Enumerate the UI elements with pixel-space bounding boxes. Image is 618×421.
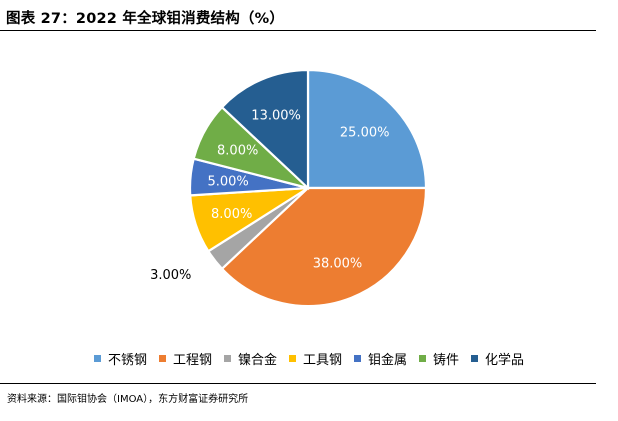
legend-item-1: 工程钢 <box>158 349 212 368</box>
source-note: 资料来源：国际钼协会（IMOA），东方财富证券研究所 <box>7 394 249 405</box>
pie-labels: 25.00% 38.00% 3.00% 8.00% 5.00% 8.00% 13.00% <box>150 108 389 282</box>
pie-slice-6 <box>220 68 310 191</box>
legend-swatch-6 <box>471 355 479 362</box>
legend-item-4: 钼金属 <box>354 349 407 368</box>
legend-label-4: 钼金属 <box>368 353 408 368</box>
pie-data-label-1: 38.00% <box>313 257 363 272</box>
pie-data-label-5: 8.00% <box>217 143 258 158</box>
source-rule <box>0 383 596 384</box>
chart-legend: 不锈钢 工程钢 镍合金 工具钢 钼金属 铸件 化学品 <box>0 349 618 368</box>
pie-data-label-4: 5.00% <box>207 174 248 189</box>
legend-swatch-2 <box>223 355 231 362</box>
legend-item-2: 镍合金 <box>223 349 277 368</box>
legend-label-6: 化学品 <box>485 353 525 368</box>
pie-slice-1 <box>220 186 428 308</box>
legend-item-6: 化学品 <box>471 349 524 368</box>
pie-slice-0 <box>306 68 428 190</box>
title-rule <box>0 30 596 31</box>
legend-swatch-0 <box>93 355 101 362</box>
legend-label-2: 镍合金 <box>237 353 277 368</box>
legend-swatch-4 <box>354 355 361 362</box>
legend-item-5: 铸件 <box>419 349 459 368</box>
pie-data-label-3: 8.00% <box>211 207 252 222</box>
legend-swatch-5 <box>419 355 427 362</box>
pie-data-label-2: 3.00% <box>150 268 191 283</box>
page-title: 图表 27：2022 年全球钼消费结构（%） <box>6 11 285 27</box>
pie-data-label-0: 25.00% <box>340 125 390 140</box>
pie-slices <box>188 68 428 308</box>
legend-swatch-3 <box>288 355 296 362</box>
legend-item-3: 工具钢 <box>288 349 342 368</box>
legend-item-0: 不锈钢 <box>93 349 147 368</box>
legend-label-1: 工程钢 <box>172 353 212 368</box>
legend-label-5: 铸件 <box>433 353 460 368</box>
pie-chart: 25.00% 38.00% 3.00% 8.00% 5.00% 8.00% 13.00% <box>150 68 428 308</box>
legend-label-0: 不锈钢 <box>107 353 147 368</box>
legend-swatch-1 <box>158 355 166 362</box>
pie-data-label-6: 13.00% <box>251 108 301 123</box>
legend-label-3: 工具钢 <box>302 353 342 368</box>
